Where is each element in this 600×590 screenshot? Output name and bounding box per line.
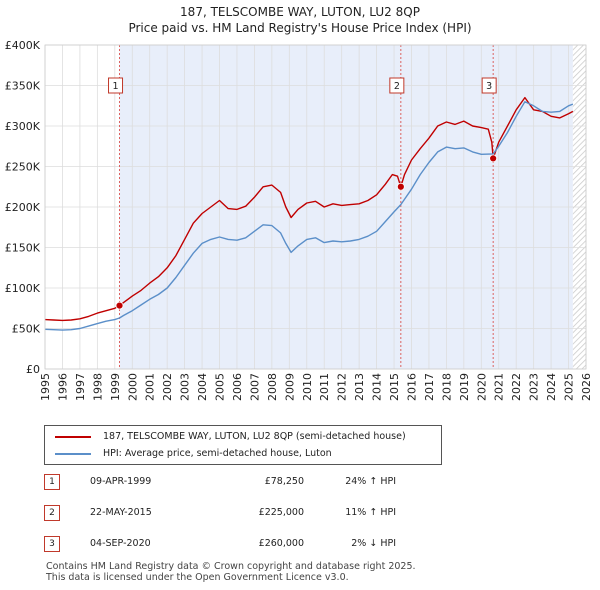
x-tick-label: 1999 — [109, 373, 122, 401]
x-tick-label: 2014 — [371, 373, 384, 401]
property-price-line — [44, 96, 574, 322]
plot-border — [44, 44, 587, 370]
sale-label: 2 — [394, 81, 400, 92]
legend-swatch-hpi — [55, 452, 91, 455]
sale-badge: 1 — [44, 474, 60, 490]
x-tick-label: 2003 — [179, 373, 192, 401]
footer-copyright: Contains HM Land Registry data © Crown c… — [46, 561, 416, 572]
y-tick-label: £100K — [5, 282, 41, 295]
y-tick-label: £250K — [5, 161, 41, 174]
x-tick-label: 2013 — [353, 373, 366, 401]
chart-title: 187, TELSCOMBE WAY, LUTON, LU2 8QP Price… — [0, 4, 600, 36]
x-tick-label: 2016 — [405, 373, 418, 401]
x-tick-label: 2009 — [283, 373, 296, 401]
sale-point — [396, 182, 405, 191]
x-tick-label: 1995 — [39, 373, 52, 401]
x-tick-label: 2017 — [423, 373, 436, 401]
x-tick-label: 2020 — [475, 373, 488, 401]
x-tick-label: 2023 — [528, 373, 541, 401]
legend-label-hpi: HPI: Average price, semi-detached house,… — [103, 448, 332, 459]
x-tick-label: 2007 — [248, 373, 261, 401]
x-tick-label: 2026 — [580, 373, 593, 401]
x-tick-label: 2010 — [301, 373, 314, 401]
sale-point — [115, 301, 124, 310]
sale-point — [489, 154, 498, 163]
price-chart: 1 2 3 £0 £50K £100K £150K £200K £250K £300K £350K… — [5, 39, 593, 401]
y-tick-label: £300K — [5, 120, 41, 133]
x-tick-label: 2004 — [196, 373, 209, 401]
y-tick-label: £0 — [26, 363, 40, 376]
sale-badge: 3 — [44, 536, 60, 552]
table-row: 3 04-SEP-2020 £260,000 2% ↓ HPI — [40, 534, 560, 554]
sale-hpi-diff: 24% ↑ HPI — [345, 476, 396, 487]
legend: 187, TELSCOMBE WAY, LUTON, LU2 8QP (semi… — [44, 425, 442, 465]
x-tick-label: 2025 — [563, 373, 576, 401]
x-tick-label: 1997 — [74, 373, 87, 401]
x-tick-label: 2011 — [318, 373, 331, 401]
legend-label-property: 187, TELSCOMBE WAY, LUTON, LU2 8QP (semi… — [103, 431, 406, 442]
y-tick-label: £50K — [12, 323, 41, 336]
x-tick-label: 2002 — [161, 373, 174, 401]
sale-price: £225,000 — [258, 507, 304, 518]
sale-label-box — [389, 77, 405, 94]
x-tick-label: 1996 — [56, 373, 69, 401]
y-tick-label: £200K — [5, 201, 41, 214]
x-tick-label: 2006 — [231, 373, 244, 401]
x-tick-label: 2018 — [440, 373, 453, 401]
title: 187, TELSCOMBE WAY, LUTON, LU2 8QP — [180, 5, 420, 19]
hpi-line — [44, 101, 574, 331]
y-tick-label: £150K — [5, 242, 41, 255]
sale-label-box — [481, 77, 497, 94]
footer-licence: This data is licensed under the Open Gov… — [46, 572, 349, 583]
x-tick-label: 2021 — [493, 373, 506, 401]
x-tick-label: 1998 — [91, 373, 104, 401]
x-tick-label: 2008 — [266, 373, 279, 401]
x-tick-label: 2015 — [388, 373, 401, 401]
x-tick-label: 2000 — [126, 373, 139, 401]
x-tick-label: 2005 — [214, 373, 227, 401]
sale-price: £78,250 — [264, 476, 304, 487]
sale-badge: 2 — [44, 505, 60, 521]
sale-hpi-diff: 2% ↓ HPI — [351, 538, 396, 549]
sale-label-box — [108, 77, 124, 94]
legend-item-property: 187, TELSCOMBE WAY, LUTON, LU2 8QP (semi… — [55, 429, 406, 445]
sale-label: 1 — [112, 81, 118, 92]
subtitle: Price paid vs. HM Land Registry's House … — [128, 21, 472, 35]
x-tick-label: 2019 — [458, 373, 471, 401]
legend-swatch-property — [55, 435, 91, 438]
legend-item-hpi: HPI: Average price, semi-detached house,… — [55, 446, 332, 462]
x-tick-label: 2012 — [336, 373, 349, 401]
y-tick-label: £350K — [5, 80, 41, 93]
footer: Contains HM Land Registry data © Crown c… — [46, 561, 416, 583]
sale-hpi-diff: 11% ↑ HPI — [345, 507, 396, 518]
sale-price: £260,000 — [258, 538, 304, 549]
table-row: 2 22-MAY-2015 £225,000 11% ↑ HPI — [40, 503, 560, 523]
sale-date: 09-APR-1999 — [90, 476, 152, 487]
x-tick-label: 2001 — [144, 373, 157, 401]
sale-date: 04-SEP-2020 — [90, 538, 151, 549]
x-tick-label: 2024 — [545, 373, 558, 401]
x-tick-label: 2022 — [510, 373, 523, 401]
y-tick-label: £400K — [5, 39, 41, 52]
sale-label: 3 — [486, 81, 492, 92]
sale-date: 22-MAY-2015 — [90, 507, 152, 518]
table-row: 1 09-APR-1999 £78,250 24% ↑ HPI — [40, 472, 560, 492]
